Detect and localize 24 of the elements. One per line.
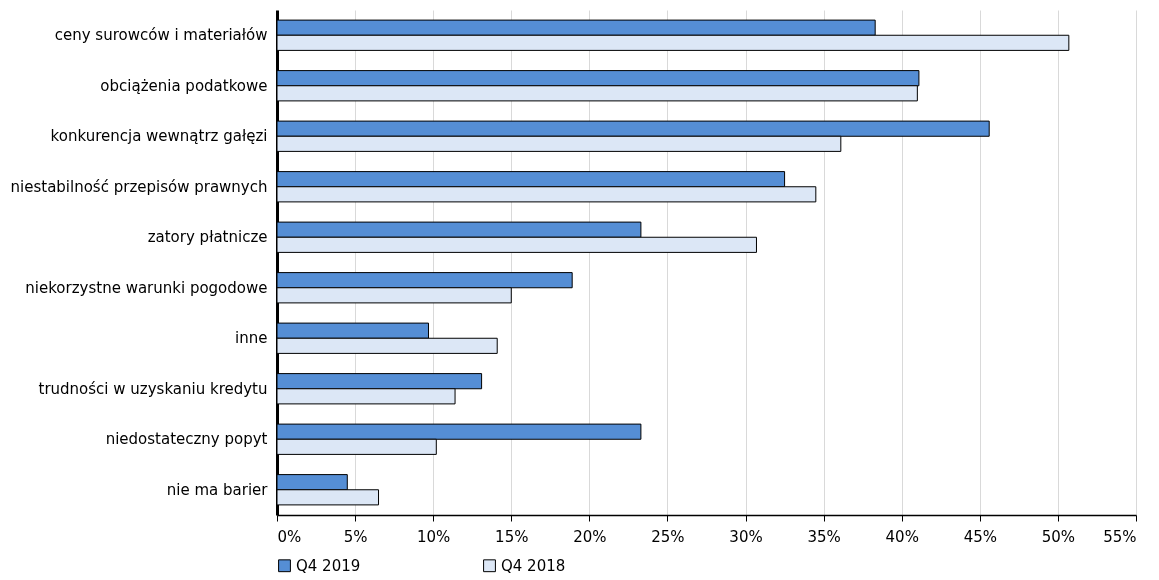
y-tick-label: obciążenia podatkowe bbox=[100, 76, 268, 95]
y-tick-label: trudności w uzyskaniu kredytu bbox=[38, 379, 268, 398]
y-tick-label: niestabilność przepisów prawnych bbox=[10, 177, 268, 196]
y-tick-label: niekorzystne warunki pogodowe bbox=[25, 278, 268, 297]
x-tick-label: 5% bbox=[343, 527, 368, 546]
y-tick-label: ceny surowców i materiałów bbox=[54, 26, 268, 45]
x-tick-label: 0% bbox=[277, 527, 302, 546]
legend-label: Q4 2019 bbox=[296, 556, 361, 575]
legend-label: Q4 2018 bbox=[501, 556, 566, 575]
y-tick-label: nie ma barier bbox=[166, 480, 269, 499]
x-tick-label: 50% bbox=[1041, 527, 1076, 546]
x-tick-label: 45% bbox=[963, 527, 997, 546]
x-tick-label: 35% bbox=[807, 527, 841, 546]
y-tick-label: niedostateczny popyt bbox=[105, 430, 268, 449]
x-tick-label: 55% bbox=[1103, 527, 1137, 546]
y-tick-label: konkurencja wewnątrz gałęzi bbox=[50, 127, 268, 146]
x-tick-label: 15% bbox=[495, 527, 529, 546]
x-tick-label: 40% bbox=[885, 527, 919, 546]
x-tick-label: 20% bbox=[573, 527, 607, 546]
x-tick-label: 30% bbox=[729, 527, 763, 546]
x-tick-label: 10% bbox=[417, 527, 451, 546]
x-tick-label: 25% bbox=[651, 527, 685, 546]
y-tick-label: inne bbox=[235, 329, 268, 348]
y-tick-label: zatory płatnicze bbox=[147, 228, 268, 247]
